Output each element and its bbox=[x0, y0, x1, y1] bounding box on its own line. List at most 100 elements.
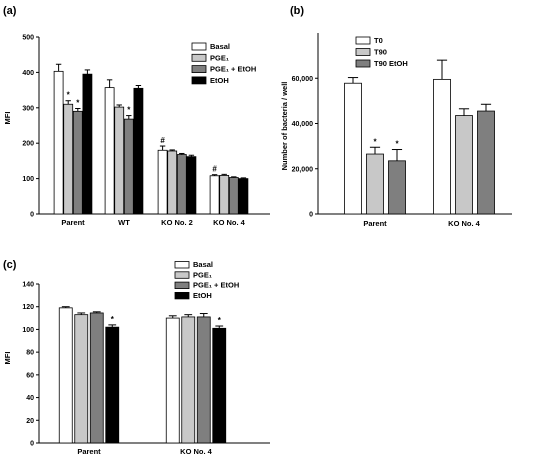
y-tick-label: 20 bbox=[26, 418, 34, 425]
legend-label: PGE₁ + EtOH bbox=[193, 281, 239, 290]
bar bbox=[133, 87, 144, 215]
y-axis-title: MFI bbox=[3, 352, 12, 365]
y-tick-label: 200 bbox=[22, 141, 34, 148]
chart-panel-c: (c) MFI 0 20 40 60 80 100 120 140 * Parent * KO No. 4… bbox=[3, 259, 270, 456]
bar bbox=[181, 316, 196, 444]
legend: Basal PGE₁ PGE₁ + EtOH EtOH bbox=[191, 42, 256, 85]
category-label: WT bbox=[118, 218, 130, 227]
legend-label: Basal bbox=[210, 42, 230, 51]
y-tick-label: 300 bbox=[22, 105, 34, 112]
legend-swatch bbox=[174, 281, 190, 290]
bar bbox=[212, 327, 227, 444]
category-label: KO No. 4 bbox=[180, 447, 212, 456]
legend-label: Basal bbox=[193, 260, 213, 269]
legend-label: T90 EtOH bbox=[374, 59, 408, 68]
bar bbox=[82, 73, 93, 215]
bar bbox=[186, 156, 197, 215]
legend-label: T0 bbox=[374, 36, 383, 45]
category-label: Parent bbox=[61, 218, 85, 227]
chart-panel-a: (a) MFI 0 100 200 300 400 500 * * Parent * WT # KO No.… bbox=[3, 5, 270, 227]
chart-panel-b: (b) Number of bacteria / well 0 20,000 40,00… bbox=[280, 5, 512, 228]
category-label: KO No. 2 bbox=[161, 218, 193, 227]
legend-swatch bbox=[191, 65, 207, 73]
legend-label: PGE₁ bbox=[193, 270, 212, 279]
y-tick-label: 60 bbox=[26, 372, 34, 379]
significance-mark: * bbox=[111, 315, 115, 324]
legend: T0 T90 T90 EtOH bbox=[355, 36, 408, 68]
significance-mark: * bbox=[67, 91, 71, 100]
y-tick-label: 100 bbox=[22, 176, 34, 183]
bar bbox=[58, 307, 73, 444]
y-tick-label: 0 bbox=[30, 441, 34, 448]
y-tick-label: 40 bbox=[26, 395, 34, 402]
panel-label: (c) bbox=[3, 259, 17, 271]
y-axis-title: MFI bbox=[3, 112, 12, 125]
category-label: Parent bbox=[363, 219, 387, 228]
y-tick-label: 500 bbox=[22, 35, 34, 42]
legend-swatch bbox=[191, 76, 207, 85]
significance-mark: # bbox=[212, 165, 217, 174]
panel-label: (a) bbox=[3, 5, 17, 17]
legend-swatch bbox=[174, 271, 190, 279]
significance-mark: * bbox=[395, 140, 399, 149]
bar bbox=[72, 110, 83, 215]
bar bbox=[104, 87, 115, 215]
bar bbox=[89, 312, 104, 444]
legend-label: PGE₁ + EtOH bbox=[210, 65, 256, 74]
y-axis-title: Number of bacteria / well bbox=[280, 82, 289, 171]
bar bbox=[238, 178, 249, 215]
bar bbox=[366, 153, 384, 215]
y-tick-label: 80 bbox=[26, 350, 34, 357]
y-tick-label: 40,000 bbox=[292, 121, 314, 128]
category-label: KO No. 4 bbox=[213, 218, 245, 227]
legend-swatch bbox=[174, 291, 190, 300]
y-tick-label: 0 bbox=[30, 212, 34, 219]
bar bbox=[228, 177, 239, 215]
legend-label: PGE₁ bbox=[210, 53, 229, 62]
legend-swatch bbox=[355, 48, 371, 56]
y-tick-label: 0 bbox=[309, 212, 313, 219]
bar bbox=[53, 70, 64, 215]
legend-swatch bbox=[174, 261, 190, 269]
y-tick-label: 20,000 bbox=[292, 166, 314, 173]
legend-label: EtOH bbox=[193, 291, 212, 300]
bar bbox=[455, 115, 473, 215]
legend-label: T90 bbox=[374, 48, 387, 57]
significance-mark: * bbox=[218, 316, 222, 325]
bar bbox=[209, 175, 220, 215]
bar bbox=[123, 118, 134, 215]
bar bbox=[477, 110, 495, 215]
y-tick-label: 400 bbox=[22, 70, 34, 77]
bar bbox=[165, 317, 180, 444]
significance-mark: * bbox=[373, 137, 377, 146]
significance-mark: * bbox=[76, 99, 80, 108]
legend-swatch bbox=[191, 53, 207, 62]
y-tick-label: 100 bbox=[22, 327, 34, 334]
legend-label: EtOH bbox=[210, 76, 229, 85]
category-label: KO No. 4 bbox=[448, 219, 480, 228]
category-label: Parent bbox=[77, 447, 101, 456]
bar bbox=[433, 78, 451, 215]
bar bbox=[63, 103, 74, 215]
legend-swatch bbox=[191, 42, 207, 51]
bar bbox=[167, 150, 178, 215]
bar bbox=[388, 160, 406, 215]
bar bbox=[196, 316, 211, 444]
bar bbox=[176, 154, 187, 215]
bar bbox=[74, 314, 89, 444]
y-tick-label: 140 bbox=[22, 282, 34, 289]
panel-label: (b) bbox=[290, 5, 304, 17]
bar bbox=[157, 149, 168, 215]
bar bbox=[219, 175, 230, 215]
legend-swatch bbox=[355, 59, 371, 68]
legend-swatch bbox=[355, 36, 371, 45]
significance-mark: * bbox=[127, 106, 131, 115]
bar bbox=[114, 106, 125, 215]
bar bbox=[344, 82, 362, 215]
bar bbox=[105, 326, 120, 444]
y-tick-label: 60,000 bbox=[292, 76, 314, 83]
significance-mark: # bbox=[160, 136, 165, 145]
y-tick-label: 120 bbox=[22, 304, 34, 311]
